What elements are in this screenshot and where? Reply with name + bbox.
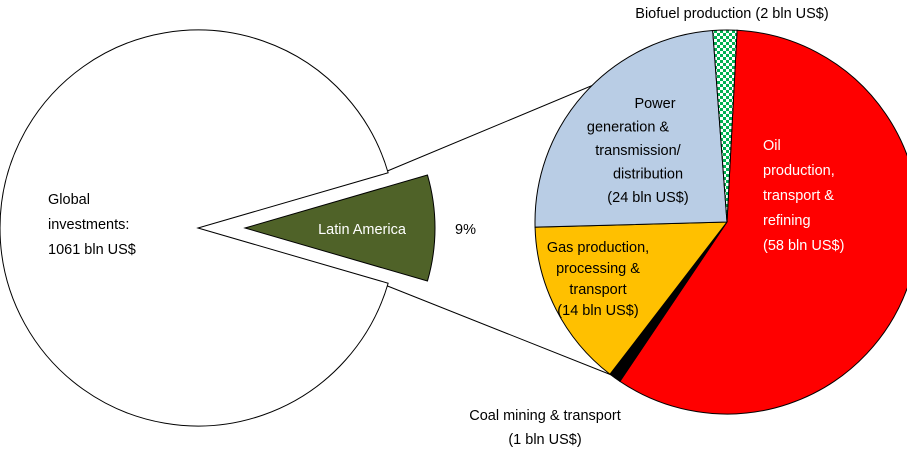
center-label: 1061 bln US$ bbox=[48, 242, 136, 258]
category-label: generation & bbox=[587, 119, 670, 135]
category-label: transport & bbox=[763, 188, 834, 204]
center-label: investments: bbox=[48, 217, 129, 233]
global-pie bbox=[0, 29, 389, 427]
pie-slice bbox=[534, 221, 729, 375]
value-label: (24 bln US$) bbox=[607, 190, 688, 206]
value-label: (1 bln US$) bbox=[508, 432, 581, 448]
category-label: Power bbox=[634, 96, 675, 112]
slice-label: Biofuel production (2 bln US$) bbox=[635, 6, 828, 22]
center-label: Global bbox=[48, 192, 90, 208]
category-label: transmission/ bbox=[595, 143, 681, 159]
slice-label: Latin America bbox=[318, 222, 407, 238]
category-label: refining bbox=[763, 213, 811, 229]
value-label: (58 bln US$) bbox=[763, 238, 844, 254]
connector bbox=[384, 284, 615, 377]
pie-slice bbox=[712, 29, 738, 223]
category-label: processing & bbox=[556, 261, 640, 277]
value-label: (14 bln US$) bbox=[557, 303, 638, 319]
value-label: (2 bln US$) bbox=[755, 6, 828, 22]
category-label: Gas production, bbox=[547, 240, 649, 256]
category-label: distribution bbox=[613, 166, 683, 182]
pie-slice bbox=[243, 174, 436, 282]
pie-slice bbox=[534, 29, 728, 228]
category-label: Biofuel production bbox=[635, 6, 751, 22]
category-label: production, bbox=[763, 163, 835, 179]
value-label: 9% bbox=[455, 222, 476, 238]
category-label: Oil bbox=[763, 138, 781, 154]
category-label: Coal mining & transport bbox=[469, 408, 621, 424]
category-label: transport bbox=[569, 282, 626, 298]
pie-slice bbox=[619, 29, 907, 415]
